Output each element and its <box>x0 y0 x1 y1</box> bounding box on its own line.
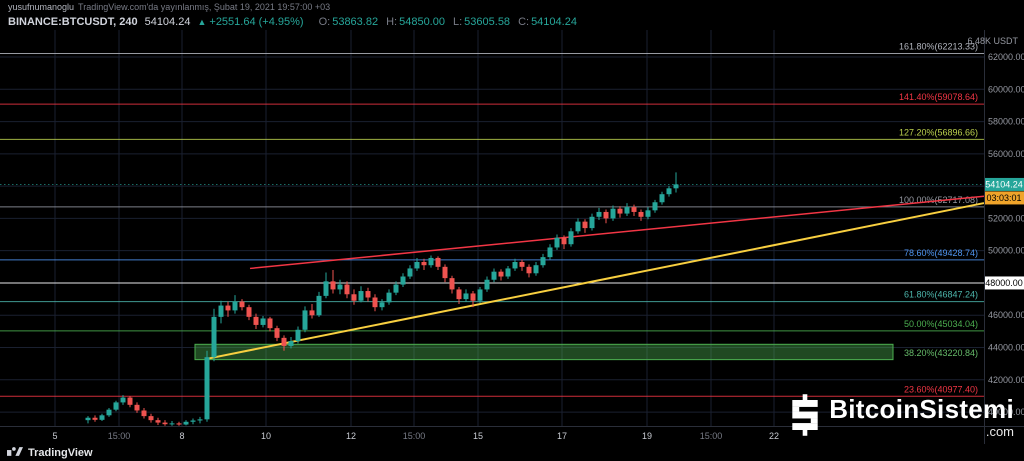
tradingview-logo-icon[interactable] <box>7 444 23 461</box>
svg-text:61.80%(46847.24): 61.80%(46847.24) <box>904 290 978 300</box>
svg-text:54104.24: 54104.24 <box>985 179 1023 189</box>
footer-bar: TradingView <box>0 444 1024 461</box>
svg-text:42000.00: 42000.00 <box>988 375 1024 385</box>
attribution-username[interactable]: yusufnumanoglu <box>8 2 75 12</box>
support-trendline <box>206 202 985 360</box>
svg-text:38.20%(43220.84): 38.20%(43220.84) <box>904 348 978 358</box>
svg-text:15:00: 15:00 <box>108 431 131 441</box>
svg-text:100.00%(52717.08): 100.00%(52717.08) <box>899 195 978 205</box>
ohlc-values: O: 53863.82 H: 54850.00 L: 53605.58 C: 54104.24 <box>318 16 577 28</box>
header-last-price: 54104.24 <box>144 16 191 28</box>
svg-text:78.60%(49428.74): 78.60%(49428.74) <box>904 248 978 258</box>
hline-price-badge <box>985 276 1024 290</box>
time-axis[interactable]: 5 15:00 8 10 12 15:00 15 17 19 15:00 22 <box>52 431 779 441</box>
bitcoinsistemi-logo-icon <box>790 394 820 441</box>
svg-text:19: 19 <box>642 431 652 441</box>
price-axis[interactable]: 62000.0060000.0058000.0056000.0054000.00… <box>988 52 1024 417</box>
svg-text:141.40%(59078.64): 141.40%(59078.64) <box>899 92 978 102</box>
watermark-tld: .com <box>985 424 1014 439</box>
tradingview-label[interactable]: TradingView <box>28 446 93 459</box>
svg-text:44000.00: 44000.00 <box>988 343 1024 353</box>
svg-text:50000.00: 50000.00 <box>988 246 1024 256</box>
svg-text:62000.00: 62000.00 <box>988 52 1024 62</box>
axis-volume-note: 6.48K USDT <box>967 36 1018 46</box>
svg-text:8: 8 <box>179 431 184 441</box>
symbol-title[interactable]: BINANCE:BTCUSDT, 240 <box>8 16 138 28</box>
symbol-bar: BINANCE:BTCUSDT, 240 54104.24 ▲ +2551.64 … <box>0 14 1024 30</box>
resistance-trendline <box>249 195 985 270</box>
svg-text:15:00: 15:00 <box>403 431 426 441</box>
svg-text:15: 15 <box>473 431 483 441</box>
price-chart-canvas[interactable]: 161.80%(62213.33) 141.40%(59078.64) 127.20… <box>0 30 1024 444</box>
svg-text:58000.00: 58000.00 <box>988 117 1024 127</box>
svg-text:48000.00: 48000.00 <box>985 278 1023 288</box>
svg-text:40000.00: 40000.00 <box>988 407 1024 417</box>
attribution-text: TradingView.com'da yayınlanmış, Şubat 19… <box>78 2 331 12</box>
svg-text:10: 10 <box>261 431 271 441</box>
axis-badges: 48000.00 54104.24 03:03:01 <box>985 177 1024 290</box>
svg-text:161.80%(62213.33): 161.80%(62213.33) <box>899 42 978 52</box>
candles <box>85 172 679 426</box>
fib-levels: 161.80%(62213.33) 141.40%(59078.64) 127.20… <box>0 42 984 397</box>
price-change-value: +2551.64 (+4.95%) <box>209 16 304 28</box>
svg-text:17: 17 <box>557 431 567 441</box>
fib-zone <box>194 343 894 361</box>
svg-text:23.60%(40977.40): 23.60%(40977.40) <box>904 384 978 394</box>
last-price-badge <box>985 177 1024 191</box>
svg-text:15:00: 15:00 <box>700 431 723 441</box>
svg-text:56000.00: 56000.00 <box>988 149 1024 159</box>
watermark-name: BitcoinSistemi <box>829 394 1014 424</box>
svg-text:50.00%(45034.04): 50.00%(45034.04) <box>904 319 978 329</box>
svg-text:127.20%(56896.66): 127.20%(56896.66) <box>899 127 978 137</box>
trendlines <box>206 195 985 360</box>
svg-text:12: 12 <box>346 431 356 441</box>
svg-text:60000.00: 60000.00 <box>988 84 1024 94</box>
attribution-bar: yusufnumanoglu TradingView.com'da yayınl… <box>0 0 1024 14</box>
bar-countdown-badge <box>985 191 1024 205</box>
svg-text:22: 22 <box>769 431 779 441</box>
price-change: ▲ +2551.64 (+4.95%) <box>197 16 303 28</box>
svg-text:5: 5 <box>52 431 57 441</box>
grid-lines <box>0 30 984 426</box>
svg-text:03:03:01: 03:03:01 <box>986 193 1021 203</box>
brand-watermark: BitcoinSistemi .com <box>790 394 1014 441</box>
svg-text:46000.00: 46000.00 <box>988 310 1024 320</box>
up-arrow-icon: ▲ <box>197 17 207 27</box>
svg-text:52000.00: 52000.00 <box>988 213 1024 223</box>
